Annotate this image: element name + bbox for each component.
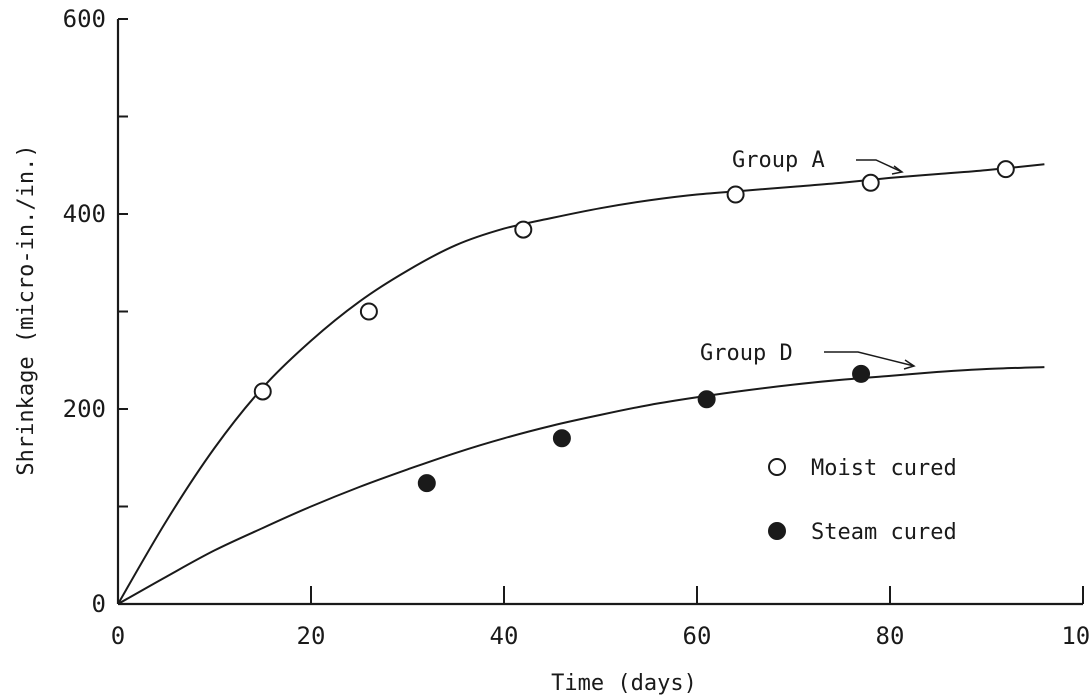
- steam-cured-point: [697, 390, 716, 409]
- steam-cured-point: [552, 429, 571, 448]
- legend-label-moist-cured: Moist cured: [811, 456, 957, 481]
- legend-marker-moist-cured: [768, 458, 786, 476]
- x-tick-label: 40: [490, 622, 519, 650]
- axes: 0 20 40 60 80 100 0 200 400 600: [63, 5, 1091, 650]
- x-axis-title: Time (days): [551, 671, 697, 696]
- x-tick-label: 60: [683, 622, 712, 650]
- moist-cured-point: [996, 160, 1015, 179]
- x-tick-label: 0: [111, 622, 125, 650]
- steam-cured-point: [417, 474, 436, 493]
- y-tick-label: 200: [63, 395, 106, 423]
- moist-cured-point: [514, 220, 533, 239]
- x-tick-label: 20: [297, 622, 326, 650]
- annotation-group-d-arrowhead: [903, 359, 916, 370]
- x-tick-label: 80: [876, 622, 905, 650]
- y-tick-label: 600: [63, 5, 106, 33]
- data-points: [253, 160, 1015, 493]
- moist-cured-point: [726, 185, 745, 204]
- legend: Moist cured Steam cured: [768, 456, 957, 545]
- legend-label-steam-cured: Steam cured: [811, 520, 957, 545]
- annotation-group-d: Group D: [700, 341, 793, 366]
- annotation-group-a: Group A: [732, 148, 825, 173]
- y-axis-title: Shrinkage (micro-in./in.): [14, 144, 39, 475]
- annotations: Group A Group D: [700, 148, 916, 370]
- fit-curve-group-d: [117, 366, 1045, 605]
- moist-cured-point: [359, 302, 378, 321]
- annotation-group-a-arrowhead: [891, 165, 904, 175]
- x-tick-label: 100: [1061, 622, 1091, 650]
- y-tick-label: 400: [63, 200, 106, 228]
- y-tick-label: 0: [92, 590, 106, 618]
- legend-marker-steam-cured: [768, 522, 786, 540]
- annotation-group-a-leader: [856, 159, 903, 173]
- moist-cured-point: [253, 382, 272, 401]
- steam-cured-point: [852, 364, 871, 383]
- annotation-group-d-leader: [824, 351, 915, 367]
- moist-cured-point: [861, 173, 880, 192]
